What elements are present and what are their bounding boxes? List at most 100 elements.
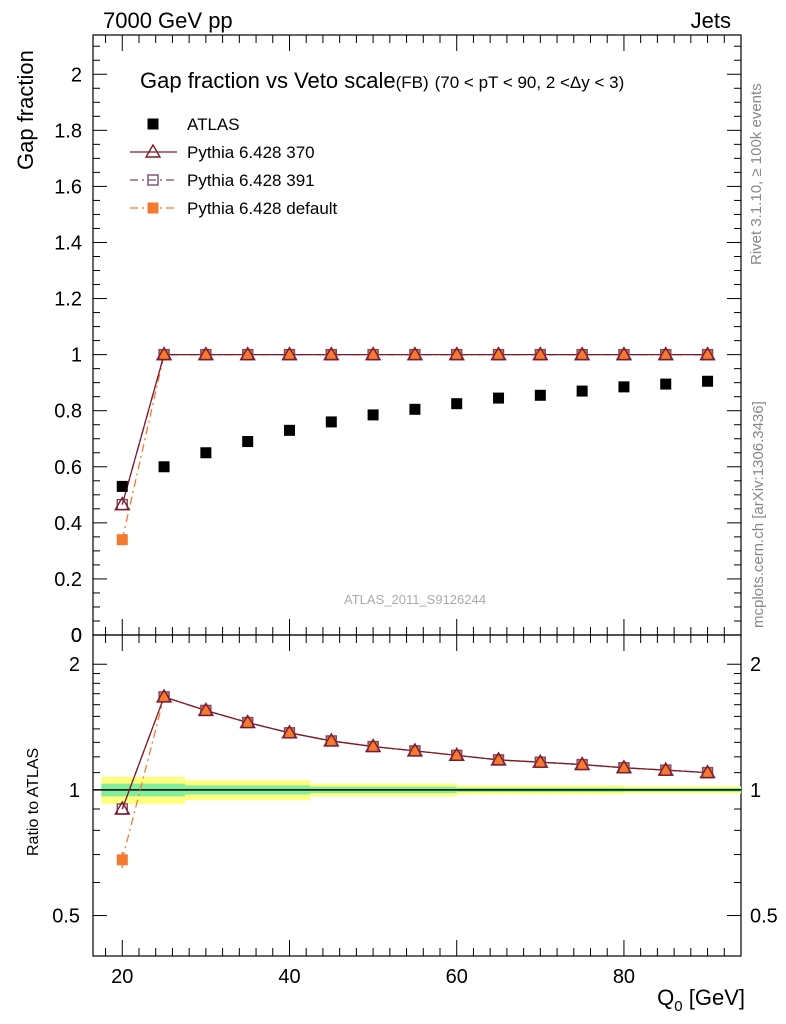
data-point xyxy=(573,756,591,771)
data-point xyxy=(532,753,549,768)
main-y-tick-label: 2 xyxy=(71,64,82,86)
process-label: Jets xyxy=(691,8,731,33)
data-point xyxy=(534,389,546,401)
data-point xyxy=(493,754,505,766)
series-line xyxy=(121,353,708,505)
data-point xyxy=(451,398,463,410)
data-point xyxy=(155,688,173,703)
data-point xyxy=(534,349,546,361)
axes: 0 0.2 0.4 0.6 0.8 1 1.2 1.4 1.6 1.8 2 0.5 0.5 1 1 2 2 20 4… xyxy=(52,35,778,988)
data-point xyxy=(281,346,298,361)
main-y-tick-label: 1.4 xyxy=(54,232,82,254)
data-point xyxy=(534,756,546,768)
main-series-group xyxy=(114,346,716,546)
ratio-series-group xyxy=(114,688,716,868)
data-point xyxy=(657,346,674,361)
data-point xyxy=(158,691,170,703)
ratio-y-tick-label: 1 xyxy=(69,780,80,802)
data-point xyxy=(116,480,128,492)
ratio-y-tick-label-right: 1 xyxy=(750,780,761,802)
main-y-tick-label: 0.4 xyxy=(54,513,82,535)
data-point xyxy=(325,349,337,361)
data-point xyxy=(283,727,295,739)
data-point xyxy=(281,724,298,739)
ratio-y-tick-label-right: 2 xyxy=(750,654,761,676)
data-point xyxy=(615,759,633,774)
x-tick-label: 80 xyxy=(613,966,635,988)
ratio-xlabel: Q0 [GeV] xyxy=(657,985,745,1015)
data-point xyxy=(406,742,424,757)
data-point xyxy=(699,764,716,779)
data-point xyxy=(200,704,212,716)
chart-title-cuts: (70 < pT < 90, 2 <Δy < 3) xyxy=(435,73,625,92)
data-point xyxy=(490,751,507,766)
data-point xyxy=(702,767,714,779)
data-point xyxy=(660,349,672,361)
data-point xyxy=(702,375,714,387)
main-y-tick-label: 1.2 xyxy=(54,289,82,311)
data-point xyxy=(576,349,588,361)
main-y-tick-label: 1 xyxy=(71,345,82,367)
data-point xyxy=(618,762,630,774)
main-y-tick-label: 0 xyxy=(71,625,82,647)
xlabel-q: Q xyxy=(657,985,674,1010)
data-point xyxy=(699,346,716,361)
ratio-ylabel: Ratio to ATLAS xyxy=(25,748,42,856)
x-tick-label: 60 xyxy=(446,966,468,988)
chart-title-main: Gap fraction vs Veto scale xyxy=(140,68,396,93)
data-point xyxy=(114,800,131,815)
main-y-zero-label: 0 xyxy=(71,625,82,647)
ratio-y-tick-label-right: 0.5 xyxy=(750,906,778,928)
data-point xyxy=(618,349,630,361)
data-point xyxy=(323,732,340,747)
data-point xyxy=(242,436,254,448)
data-point xyxy=(615,346,633,361)
data-point xyxy=(490,346,507,361)
data-point xyxy=(147,118,159,130)
main-y-tick-label: 0.2 xyxy=(54,569,82,591)
data-point xyxy=(283,424,295,436)
ratio-plot-frame xyxy=(92,634,742,957)
chart-title: Gap fraction vs Veto scale(FB) (70 < pT <… xyxy=(140,68,624,93)
data-point xyxy=(200,349,212,361)
data-point xyxy=(409,403,421,415)
series-line xyxy=(121,353,708,505)
data-point xyxy=(451,349,463,361)
chart-title-fb: (FB) xyxy=(396,73,429,92)
data-point xyxy=(147,202,159,214)
data-point xyxy=(576,759,588,771)
legend-label: ATLAS xyxy=(187,115,240,134)
data-point xyxy=(657,761,674,776)
data-point xyxy=(618,381,630,393)
data-point xyxy=(367,349,379,361)
data-point xyxy=(158,461,170,473)
energy-label: 7000 GeV pp xyxy=(103,8,233,33)
data-point xyxy=(532,346,549,361)
data-point xyxy=(576,385,588,397)
main-y-tick-label: 1.8 xyxy=(54,120,82,142)
data-point xyxy=(197,346,215,361)
data-point xyxy=(493,392,505,404)
data-point xyxy=(364,346,382,361)
data-point xyxy=(242,349,254,361)
main-y-tick-label: 0.8 xyxy=(54,401,82,423)
ratio-y-tick-label: 0.5 xyxy=(52,906,80,928)
data-point xyxy=(242,717,254,729)
series-line xyxy=(121,696,708,860)
legend-label: Pythia 6.428 391 xyxy=(187,171,315,190)
data-point xyxy=(114,496,131,511)
data-point xyxy=(660,764,672,776)
xlabel-unit: [GeV] xyxy=(683,985,745,1010)
data-point xyxy=(197,702,215,717)
data-point xyxy=(702,349,714,361)
data-point xyxy=(364,738,382,753)
ratio-y-tick-label: 2 xyxy=(69,654,80,676)
x-tick-label: 40 xyxy=(278,966,300,988)
data-point xyxy=(493,349,505,361)
main-ylabel: Gap fraction xyxy=(13,50,38,170)
main-y-tick-label: 0.6 xyxy=(54,457,82,479)
data-point xyxy=(158,349,170,361)
main-y-tick-label: 1.6 xyxy=(54,176,82,198)
rivet-version-label: Rivet 3.1.10, ≥ 100k events xyxy=(748,83,765,265)
